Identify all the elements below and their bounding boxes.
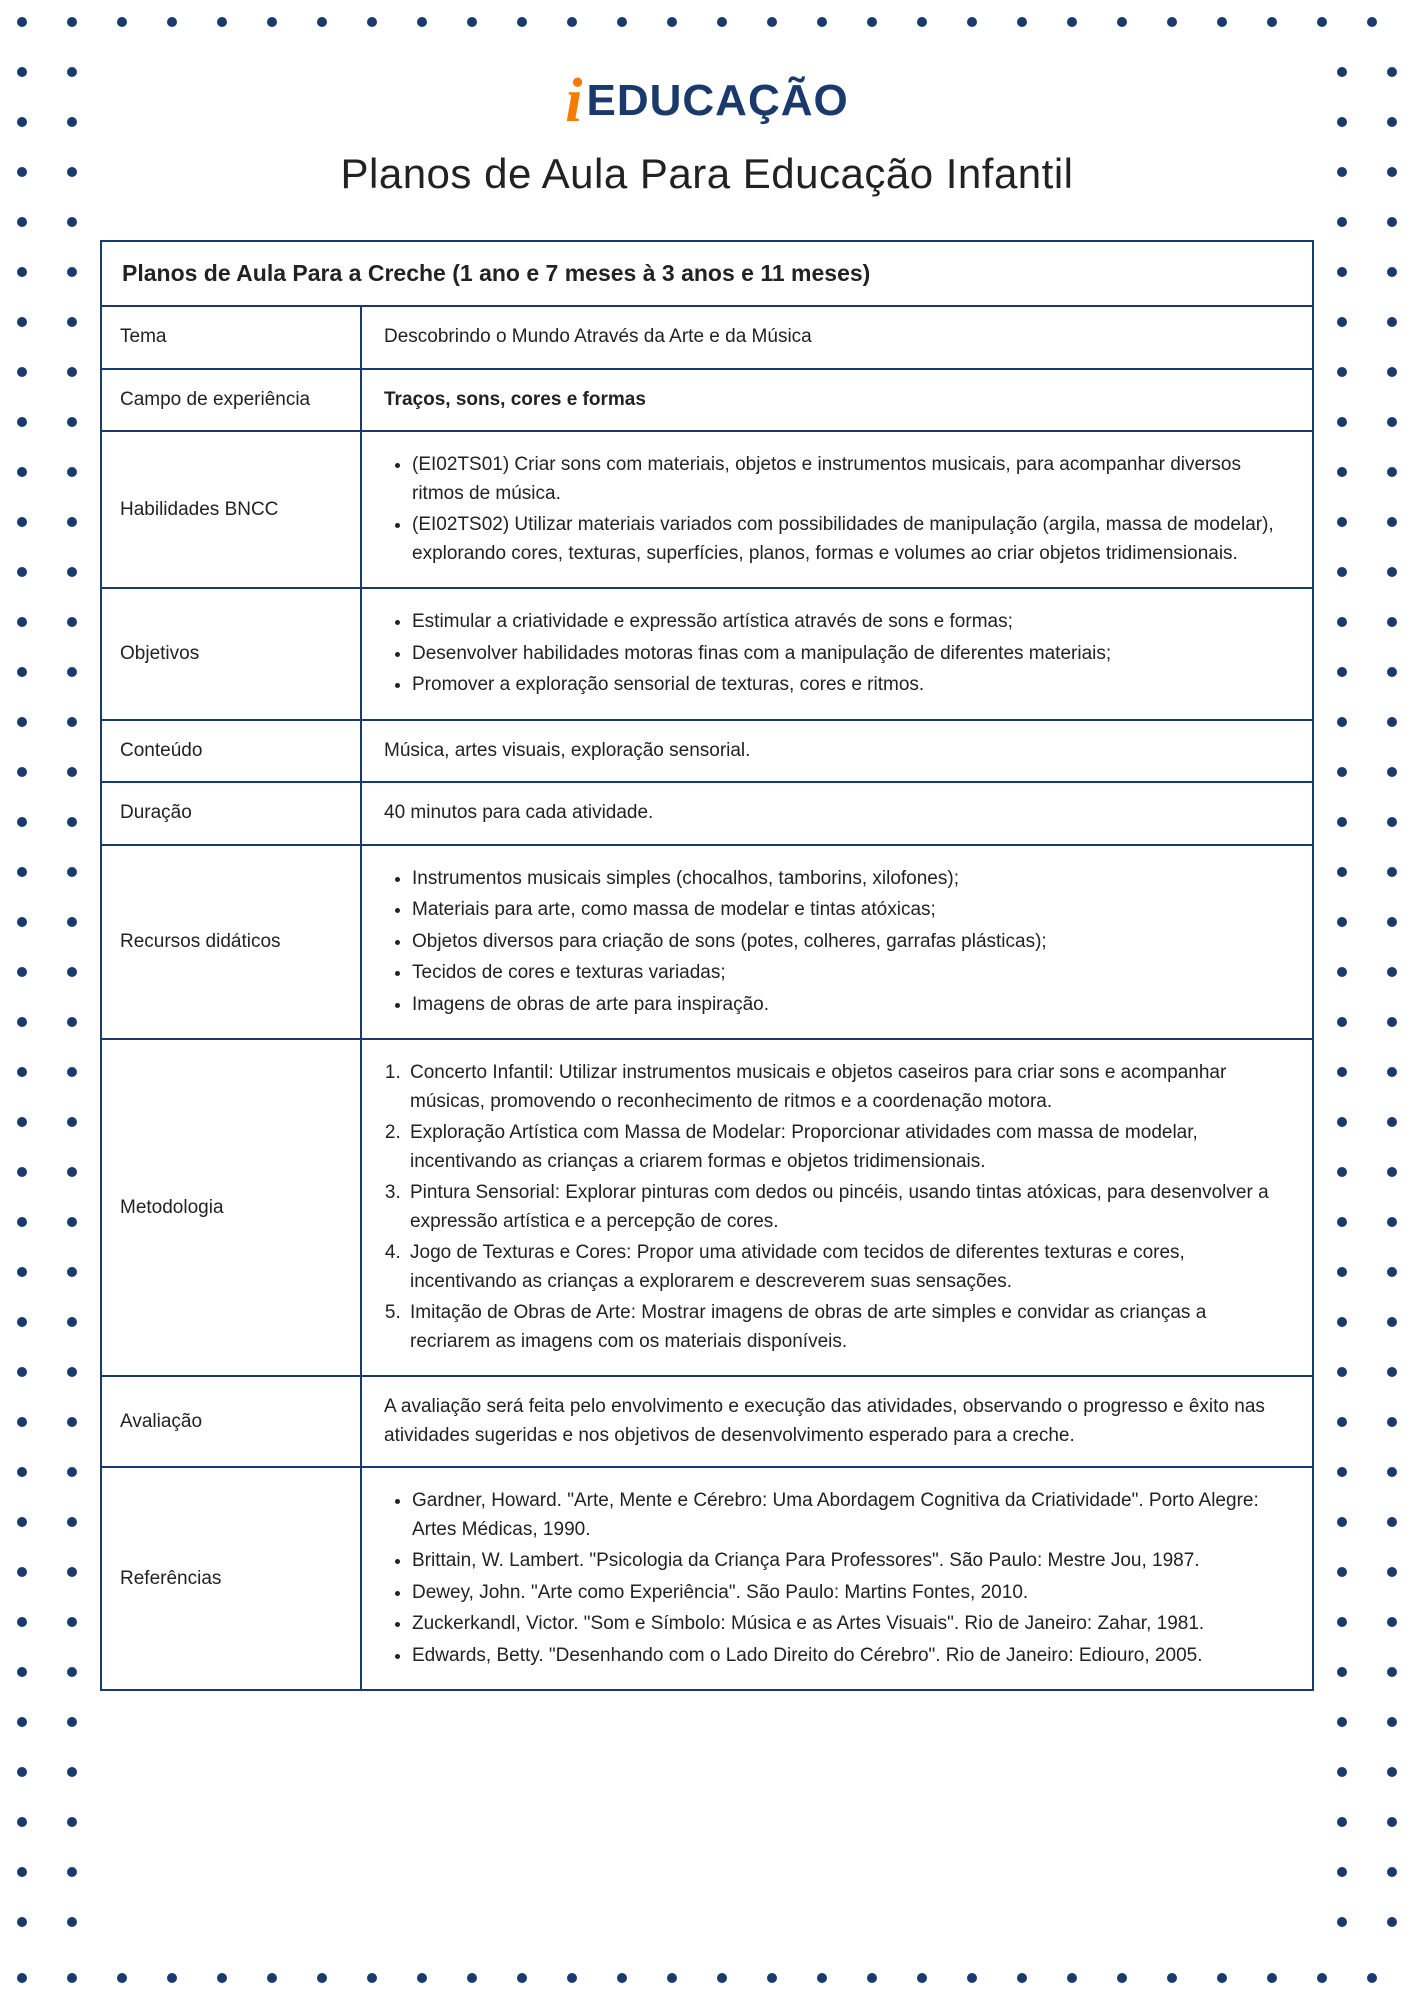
- row-list: Gardner, Howard. "Arte, Mente e Cérebro:…: [384, 1487, 1290, 1670]
- table-row: ConteúdoMúsica, artes visuais, exploraçã…: [102, 721, 1312, 784]
- row-label: Tema: [102, 307, 362, 368]
- row-value: Estimular a criatividade e expressão art…: [362, 589, 1312, 719]
- table-row: Habilidades BNCC (EI02TS01) Criar sons co…: [102, 432, 1312, 589]
- row-label: Metodologia: [102, 1040, 362, 1375]
- row-value: Traços, sons, cores e formas: [362, 370, 1312, 431]
- row-label: Objetivos: [102, 589, 362, 719]
- list-item: Jogo de Texturas e Cores: Propor uma ati…: [406, 1239, 1290, 1296]
- list-item: Promover a exploração sensorial de textu…: [412, 671, 1290, 700]
- row-value: Instrumentos musicais simples (chocalhos…: [362, 846, 1312, 1039]
- list-item: Dewey, John. "Arte como Experiência". Sã…: [412, 1579, 1290, 1608]
- page-content: i EDUCAÇÃO Planos de Aula Para Educação …: [0, 0, 1414, 2000]
- list-item: Instrumentos musicais simples (chocalhos…: [412, 865, 1290, 894]
- table-row: Recursos didáticos Instrumentos musicais …: [102, 846, 1312, 1041]
- lesson-plan-header: Planos de Aula Para a Creche (1 ano e 7 …: [102, 242, 1312, 307]
- logo-text: EDUCAÇÃO: [587, 76, 849, 126]
- row-list: Estimular a criatividade e expressão art…: [384, 608, 1290, 700]
- table-row: Campo de experiênciaTraços, sons, cores …: [102, 370, 1312, 433]
- row-list: Instrumentos musicais simples (chocalhos…: [384, 865, 1290, 1020]
- list-item: Brittain, W. Lambert. "Psicologia da Cri…: [412, 1547, 1290, 1576]
- list-item: (EI02TS01) Criar sons com materiais, obj…: [412, 451, 1290, 508]
- list-item: Tecidos de cores e texturas variadas;: [412, 959, 1290, 988]
- table-row: TemaDescobrindo o Mundo Através da Arte …: [102, 307, 1312, 370]
- row-label: Avaliação: [102, 1377, 362, 1466]
- list-item: Imitação de Obras de Arte: Mostrar image…: [406, 1299, 1290, 1356]
- list-item: Edwards, Betty. "Desenhando com o Lado D…: [412, 1642, 1290, 1671]
- logo: i EDUCAÇÃO: [100, 70, 1314, 132]
- list-item: Desenvolver habilidades motoras finas co…: [412, 640, 1290, 669]
- list-item: Materiais para arte, como massa de model…: [412, 896, 1290, 925]
- row-list: (EI02TS01) Criar sons com materiais, obj…: [384, 451, 1290, 568]
- list-item: Gardner, Howard. "Arte, Mente e Cérebro:…: [412, 1487, 1290, 1544]
- row-label: Referências: [102, 1468, 362, 1689]
- table-row: AvaliaçãoA avaliação será feita pelo env…: [102, 1377, 1312, 1468]
- row-value: (EI02TS01) Criar sons com materiais, obj…: [362, 432, 1312, 587]
- row-list: Concerto Infantil: Utilizar instrumentos…: [384, 1059, 1290, 1356]
- list-item: Zuckerkandl, Victor. "Som e Símbolo: Mús…: [412, 1610, 1290, 1639]
- row-label: Duração: [102, 783, 362, 844]
- row-label: Campo de experiência: [102, 370, 362, 431]
- list-item: Estimular a criatividade e expressão art…: [412, 608, 1290, 637]
- lesson-plan-table: Planos de Aula Para a Creche (1 ano e 7 …: [100, 240, 1314, 1691]
- table-row: Duração40 minutos para cada atividade.: [102, 783, 1312, 846]
- row-label: Recursos didáticos: [102, 846, 362, 1039]
- row-value: A avaliação será feita pelo envolvimento…: [362, 1377, 1312, 1466]
- table-row: Referências Gardner, Howard. "Arte, Mente…: [102, 1468, 1312, 1689]
- row-value: Gardner, Howard. "Arte, Mente e Cérebro:…: [362, 1468, 1312, 1689]
- table-row: Objetivos Estimular a criatividade e expr…: [102, 589, 1312, 721]
- page-title: Planos de Aula Para Educação Infantil: [100, 150, 1314, 198]
- list-item: Objetos diversos para criação de sons (p…: [412, 928, 1290, 957]
- row-value: 40 minutos para cada atividade.: [362, 783, 1312, 844]
- logo-icon-i: i: [565, 70, 582, 132]
- row-label: Conteúdo: [102, 721, 362, 782]
- list-item: (EI02TS02) Utilizar materiais variados c…: [412, 511, 1290, 568]
- row-value: Descobrindo o Mundo Através da Arte e da…: [362, 307, 1312, 368]
- row-value: Música, artes visuais, exploração sensor…: [362, 721, 1312, 782]
- row-value: Concerto Infantil: Utilizar instrumentos…: [362, 1040, 1312, 1375]
- list-item: Pintura Sensorial: Explorar pinturas com…: [406, 1179, 1290, 1236]
- row-label: Habilidades BNCC: [102, 432, 362, 587]
- list-item: Concerto Infantil: Utilizar instrumentos…: [406, 1059, 1290, 1116]
- list-item: Exploração Artística com Massa de Modela…: [406, 1119, 1290, 1176]
- list-item: Imagens de obras de arte para inspiração…: [412, 991, 1290, 1020]
- table-row: Metodologia Concerto Infantil: Utilizar i…: [102, 1040, 1312, 1377]
